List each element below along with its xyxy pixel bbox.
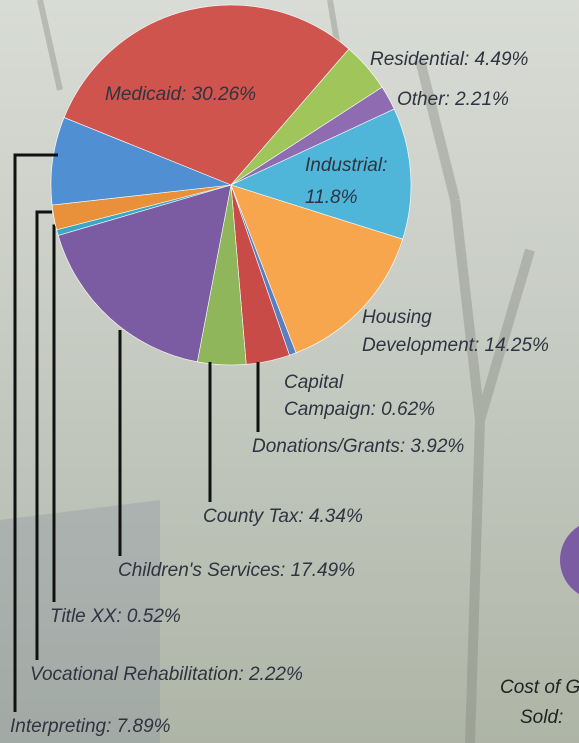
leader-lines — [13, 153, 260, 712]
slice-label: Medicaid: 30.26% — [105, 84, 256, 105]
slice-label: Other: 2.21% — [397, 89, 509, 110]
slice-label: 11.8% — [305, 187, 358, 208]
slice-label: Vocational Rehabilitation: 2.22% — [30, 664, 303, 685]
slice-label: Residential: 4.49% — [370, 49, 529, 70]
pie-slice — [230, 184, 404, 354]
slice-label: Children's Services: 17.49% — [118, 560, 355, 581]
neighbor-chart-edge — [560, 525, 579, 595]
slice-label: Donations/Grants: 3.92% — [252, 436, 464, 457]
pie-slice — [230, 108, 412, 240]
tree-backdrop — [0, 0, 535, 743]
annotation: Sold: — [520, 707, 563, 728]
pie-slice — [57, 184, 232, 363]
slice-label: Title XX: 0.52% — [50, 606, 181, 627]
slice-label: Capital — [284, 372, 344, 393]
slice-label: Interpreting: 7.89% — [10, 716, 171, 737]
slice-label: Development: 14.25% — [362, 335, 549, 356]
slice-label: Industrial: — [305, 155, 387, 176]
slice-label: County Tax: 4.34% — [203, 506, 363, 527]
slice-label: Campaign: 0.62% — [284, 399, 435, 420]
slice-label: Housing — [362, 307, 432, 328]
pie-slice — [50, 117, 232, 206]
annotation: Cost of G — [500, 677, 579, 698]
pie-slice — [63, 4, 350, 186]
